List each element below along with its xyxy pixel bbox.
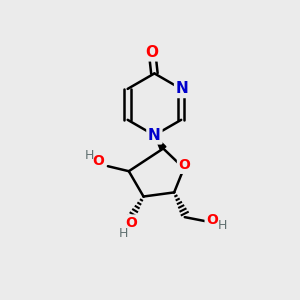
Text: N: N bbox=[176, 81, 188, 96]
Text: N: N bbox=[148, 128, 161, 143]
Text: O: O bbox=[92, 154, 104, 168]
Text: H: H bbox=[119, 227, 128, 240]
Polygon shape bbox=[154, 135, 166, 150]
Text: H: H bbox=[84, 148, 94, 161]
Text: O: O bbox=[206, 213, 218, 227]
Text: O: O bbox=[178, 158, 190, 172]
Text: O: O bbox=[125, 216, 137, 230]
Text: O: O bbox=[146, 45, 159, 60]
Text: H: H bbox=[218, 219, 227, 232]
